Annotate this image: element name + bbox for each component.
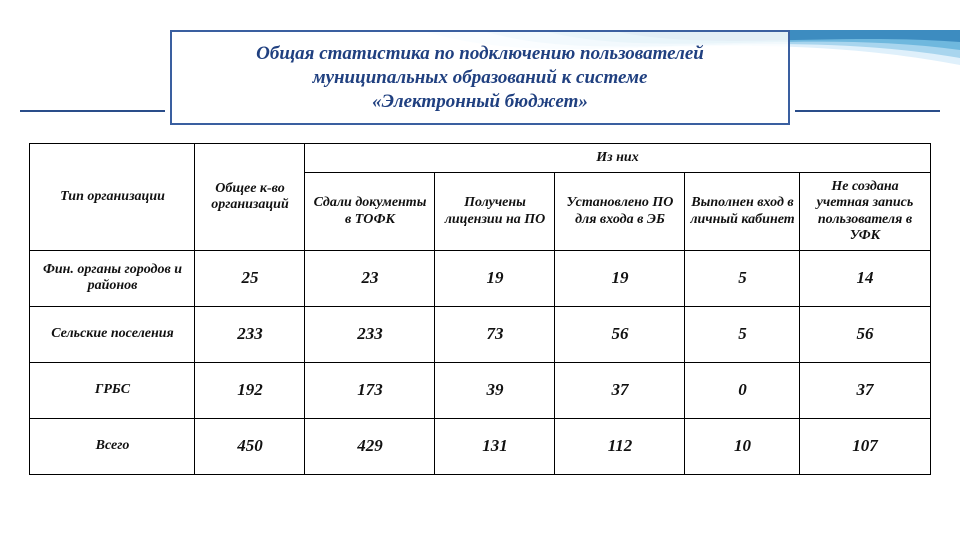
title-line-1: Общая статистика по подключению пользова… bbox=[186, 42, 774, 66]
cell-value: 112 bbox=[555, 418, 685, 474]
cell-value: 23 bbox=[305, 250, 435, 306]
cell-value: 56 bbox=[800, 306, 930, 362]
table-row: Всего45042913111210107 bbox=[30, 418, 930, 474]
title-line-3: «Электронный бюджет» bbox=[186, 90, 774, 114]
col-header-total: Общее к-во организаций bbox=[195, 144, 305, 250]
title-rule-left bbox=[20, 110, 165, 112]
cell-value: 37 bbox=[800, 362, 930, 418]
cell-value: 233 bbox=[195, 306, 305, 362]
col-header-type: Тип организации bbox=[30, 144, 195, 250]
cell-value: 5 bbox=[685, 250, 800, 306]
slide-title: Общая статистика по подключению пользова… bbox=[170, 30, 790, 125]
row-label: Всего bbox=[30, 418, 195, 474]
title-line-2: муниципальных образований к системе bbox=[186, 66, 774, 90]
cell-value: 429 bbox=[305, 418, 435, 474]
cell-value: 73 bbox=[435, 306, 555, 362]
col-header-docs: Сдали документы в ТОФК bbox=[305, 173, 435, 250]
cell-value: 173 bbox=[305, 362, 435, 418]
cell-value: 19 bbox=[555, 250, 685, 306]
cell-value: 107 bbox=[800, 418, 930, 474]
cell-value: 37 bbox=[555, 362, 685, 418]
cell-value: 19 bbox=[435, 250, 555, 306]
table-row: ГРБС1921733937037 bbox=[30, 362, 930, 418]
col-header-noaccount: Не создана учетная запись пользователя в… bbox=[800, 173, 930, 250]
table-row: Сельские поселения2332337356556 bbox=[30, 306, 930, 362]
table-row: Фин. органы городов и районов25231919514 bbox=[30, 250, 930, 306]
row-label: ГРБС bbox=[30, 362, 195, 418]
cell-value: 5 bbox=[685, 306, 800, 362]
cell-value: 192 bbox=[195, 362, 305, 418]
cell-value: 131 bbox=[435, 418, 555, 474]
col-super-header: Из них bbox=[305, 144, 930, 173]
title-rule-right bbox=[795, 110, 940, 112]
cell-value: 233 bbox=[305, 306, 435, 362]
col-header-licenses: Получены лицензии на ПО bbox=[435, 173, 555, 250]
col-header-login: Выполнен вход в личный кабинет bbox=[685, 173, 800, 250]
cell-value: 10 bbox=[685, 418, 800, 474]
cell-value: 39 bbox=[435, 362, 555, 418]
cell-value: 14 bbox=[800, 250, 930, 306]
statistics-table: Тип организации Общее к-во организаций И… bbox=[29, 143, 930, 474]
col-header-installed: Установлено ПО для входа в ЭБ bbox=[555, 173, 685, 250]
cell-value: 56 bbox=[555, 306, 685, 362]
row-label: Сельские поселения bbox=[30, 306, 195, 362]
cell-value: 450 bbox=[195, 418, 305, 474]
cell-value: 25 bbox=[195, 250, 305, 306]
cell-value: 0 bbox=[685, 362, 800, 418]
row-label: Фин. органы городов и районов bbox=[30, 250, 195, 306]
